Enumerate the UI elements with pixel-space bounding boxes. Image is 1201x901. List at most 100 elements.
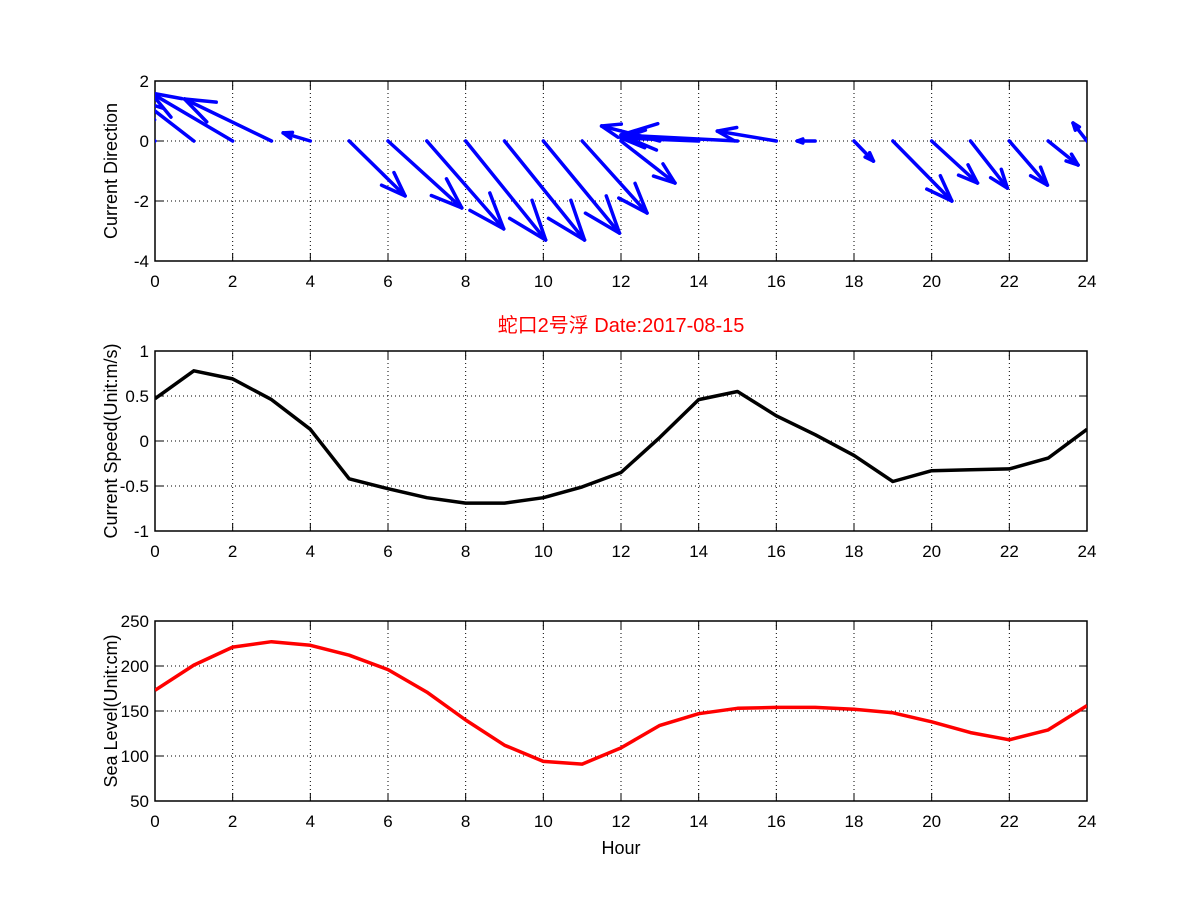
arrow-shaft <box>891 139 954 203</box>
arrow-head <box>956 173 980 185</box>
quiver-arrow <box>155 91 235 143</box>
axes-box <box>154 80 1088 262</box>
y-axis-label: Current Direction <box>101 103 121 239</box>
arrow-head <box>379 183 407 198</box>
arrow-shaft <box>619 139 677 185</box>
arrow-head <box>182 97 218 104</box>
x-tick-label: 16 <box>767 542 786 561</box>
y-tick-label: 100 <box>121 747 149 766</box>
arrow-head <box>155 94 173 119</box>
arrow-head <box>569 198 587 242</box>
arrow-shaft <box>619 133 740 143</box>
arrow-head <box>604 194 622 235</box>
x-tick-label: 0 <box>150 812 159 831</box>
x-tick-label: 22 <box>1000 542 1019 561</box>
arrow-head <box>925 187 954 203</box>
arrow-head <box>633 181 649 215</box>
arrow-shaft <box>155 108 196 143</box>
x-tick-label: 0 <box>150 272 159 291</box>
x-tick-label: 10 <box>534 542 553 561</box>
quiver-arrow <box>1046 139 1080 167</box>
y-tick-label: 150 <box>121 702 149 721</box>
x-tick-label: 16 <box>767 812 786 831</box>
arrow-head <box>1064 159 1080 167</box>
x-tick-label: 8 <box>461 542 470 561</box>
x-tick-label: 20 <box>922 812 941 831</box>
arrow-head <box>444 177 464 210</box>
arrow-shaft <box>929 139 980 185</box>
x-tick-label: 12 <box>612 812 631 831</box>
y-tick-label: 200 <box>121 657 149 676</box>
quiver-arrow <box>619 121 740 152</box>
y-tick-label: 2 <box>140 72 149 91</box>
arrow-head <box>530 198 548 242</box>
arrow-head <box>599 122 624 128</box>
arrow-head <box>599 124 620 139</box>
y-tick-label: -4 <box>134 252 149 271</box>
figure-title: 蛇口2号浮 Date:2017-08-15 <box>498 314 745 337</box>
quiver-arrow <box>929 139 980 185</box>
arrow-head <box>619 136 647 150</box>
x-tick-label: 14 <box>689 542 708 561</box>
arrow-head <box>392 170 407 198</box>
arrow-head <box>1071 121 1082 129</box>
quiver-arrow <box>425 139 506 231</box>
arrow-head <box>619 121 660 137</box>
x-axis-label: Hour <box>601 838 640 858</box>
arrow-head <box>155 91 184 101</box>
quiver-arrow <box>463 139 548 242</box>
x-tick-label: 6 <box>383 272 392 291</box>
arrow-head <box>583 211 622 235</box>
y-tick-label: -0.5 <box>120 477 149 496</box>
arrow-head <box>155 103 166 111</box>
plot-area <box>155 369 1087 505</box>
arrow-head <box>988 175 1010 190</box>
x-tick-label: 10 <box>534 812 553 831</box>
arrow-head <box>507 216 548 242</box>
y-axis-label: Current Speed(Unit:m/s) <box>101 343 121 538</box>
x-tick-label: 20 <box>922 272 941 291</box>
quiver-arrow <box>619 139 677 185</box>
y-tick-label: 250 <box>121 612 149 631</box>
arrow-head <box>966 163 980 185</box>
arrow-head <box>863 155 876 163</box>
x-tick-label: 8 <box>461 272 470 291</box>
y-tick-label: 0 <box>140 132 149 151</box>
x-tick-label: 24 <box>1078 272 1097 291</box>
arrow-head <box>651 174 677 185</box>
quiver-arrow <box>580 139 649 215</box>
arrow-shaft <box>155 93 235 143</box>
quiver-arrow <box>852 139 876 163</box>
x-tick-label: 22 <box>1000 272 1019 291</box>
arrow-shaft <box>425 139 506 231</box>
quiver-arrow <box>386 139 464 210</box>
x-tick-label: 10 <box>534 272 553 291</box>
quiver-arrow <box>502 139 587 242</box>
arrow-head <box>546 216 587 242</box>
x-tick-label: 0 <box>150 542 159 561</box>
plot-area <box>155 639 1087 766</box>
arrow-head <box>661 162 677 185</box>
quiver-arrow <box>541 139 622 235</box>
arrow-head <box>429 193 464 210</box>
x-tick-label: 6 <box>383 542 392 561</box>
arrow-shaft <box>182 97 274 143</box>
arrow-head <box>795 137 805 143</box>
quiver-arrow <box>891 139 954 203</box>
arrow-shaft <box>968 139 1010 190</box>
x-tick-label: 4 <box>306 272 315 291</box>
axes-box <box>154 350 1088 532</box>
x-tick-label: 20 <box>922 542 941 561</box>
arrow-head <box>1038 165 1050 187</box>
quiver-arrow <box>281 130 313 143</box>
arrow-head <box>468 208 506 231</box>
x-tick-label: 4 <box>306 542 315 561</box>
arrow-shaft <box>347 139 407 198</box>
quiver-arrow <box>155 103 196 143</box>
arrow-head <box>617 196 649 215</box>
x-tick-label: 18 <box>845 542 864 561</box>
arrow-head <box>182 97 209 124</box>
